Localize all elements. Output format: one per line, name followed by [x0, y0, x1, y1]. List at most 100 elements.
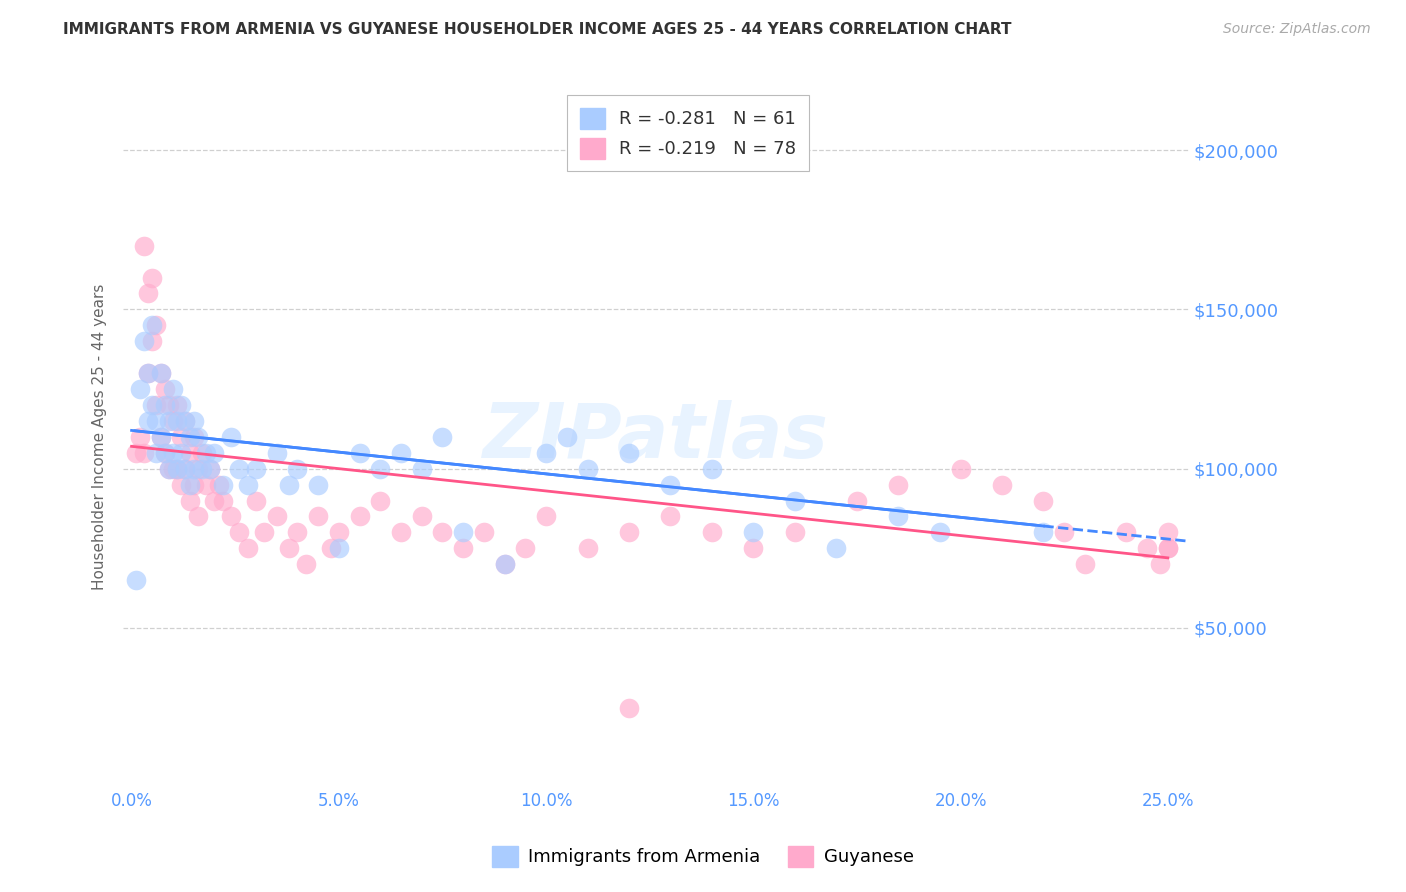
- Point: [136, 414, 159, 428]
- Point: [659, 509, 682, 524]
- Point: [494, 558, 516, 572]
- Point: [1157, 525, 1180, 540]
- Point: [141, 398, 163, 412]
- Point: [432, 430, 454, 444]
- Point: [145, 414, 167, 428]
- Legend: Immigrants from Armenia, Guyanese: Immigrants from Armenia, Guyanese: [485, 838, 921, 874]
- Point: [1032, 493, 1054, 508]
- Point: [319, 541, 342, 556]
- Point: [166, 461, 188, 475]
- Point: [742, 541, 765, 556]
- Point: [389, 446, 412, 460]
- Point: [368, 493, 391, 508]
- Text: Source: ZipAtlas.com: Source: ZipAtlas.com: [1223, 22, 1371, 37]
- Point: [1074, 558, 1097, 572]
- Point: [145, 318, 167, 333]
- Point: [617, 525, 640, 540]
- Point: [187, 430, 209, 444]
- Point: [211, 477, 233, 491]
- Point: [183, 461, 205, 475]
- Point: [1053, 525, 1076, 540]
- Point: [149, 366, 172, 380]
- Point: [928, 525, 950, 540]
- Point: [145, 398, 167, 412]
- Point: [179, 477, 201, 491]
- Point: [136, 366, 159, 380]
- Point: [278, 541, 301, 556]
- Point: [991, 477, 1014, 491]
- Point: [1157, 541, 1180, 556]
- Point: [287, 525, 309, 540]
- Point: [195, 477, 218, 491]
- Point: [411, 461, 433, 475]
- Point: [162, 446, 184, 460]
- Point: [128, 382, 150, 396]
- Point: [200, 461, 222, 475]
- Point: [149, 366, 172, 380]
- Point: [576, 461, 599, 475]
- Point: [266, 446, 288, 460]
- Point: [132, 238, 155, 252]
- Point: [141, 334, 163, 349]
- Point: [128, 430, 150, 444]
- Point: [253, 525, 276, 540]
- Point: [887, 477, 910, 491]
- Point: [700, 461, 723, 475]
- Point: [307, 477, 329, 491]
- Point: [328, 541, 350, 556]
- Point: [494, 558, 516, 572]
- Point: [170, 477, 193, 491]
- Point: [191, 461, 214, 475]
- Point: [125, 573, 148, 587]
- Point: [328, 525, 350, 540]
- Point: [170, 398, 193, 412]
- Point: [534, 446, 557, 460]
- Point: [534, 509, 557, 524]
- Point: [170, 446, 193, 460]
- Point: [245, 493, 267, 508]
- Point: [208, 477, 231, 491]
- Point: [179, 493, 201, 508]
- Point: [451, 541, 474, 556]
- Point: [211, 493, 233, 508]
- Legend: R = -0.281   N = 61, R = -0.219   N = 78: R = -0.281 N = 61, R = -0.219 N = 78: [567, 95, 808, 171]
- Point: [349, 509, 371, 524]
- Point: [1157, 541, 1180, 556]
- Point: [136, 286, 159, 301]
- Point: [187, 509, 209, 524]
- Point: [294, 558, 316, 572]
- Point: [141, 270, 163, 285]
- Point: [307, 509, 329, 524]
- Point: [349, 446, 371, 460]
- Point: [1115, 525, 1137, 540]
- Point: [411, 509, 433, 524]
- Point: [617, 700, 640, 714]
- Point: [700, 525, 723, 540]
- Point: [451, 525, 474, 540]
- Point: [236, 541, 259, 556]
- Point: [170, 430, 193, 444]
- Point: [245, 461, 267, 475]
- Point: [125, 446, 148, 460]
- Point: [204, 446, 226, 460]
- Point: [576, 541, 599, 556]
- Point: [887, 509, 910, 524]
- Point: [166, 398, 188, 412]
- Point: [149, 430, 172, 444]
- Point: [1149, 558, 1171, 572]
- Point: [228, 525, 250, 540]
- Point: [266, 509, 288, 524]
- Point: [174, 414, 197, 428]
- Point: [617, 446, 640, 460]
- Point: [783, 525, 806, 540]
- Point: [136, 366, 159, 380]
- Point: [153, 446, 176, 460]
- Point: [783, 493, 806, 508]
- Point: [389, 525, 412, 540]
- Point: [166, 461, 188, 475]
- Point: [157, 414, 180, 428]
- Point: [183, 414, 205, 428]
- Point: [132, 446, 155, 460]
- Point: [432, 525, 454, 540]
- Point: [153, 446, 176, 460]
